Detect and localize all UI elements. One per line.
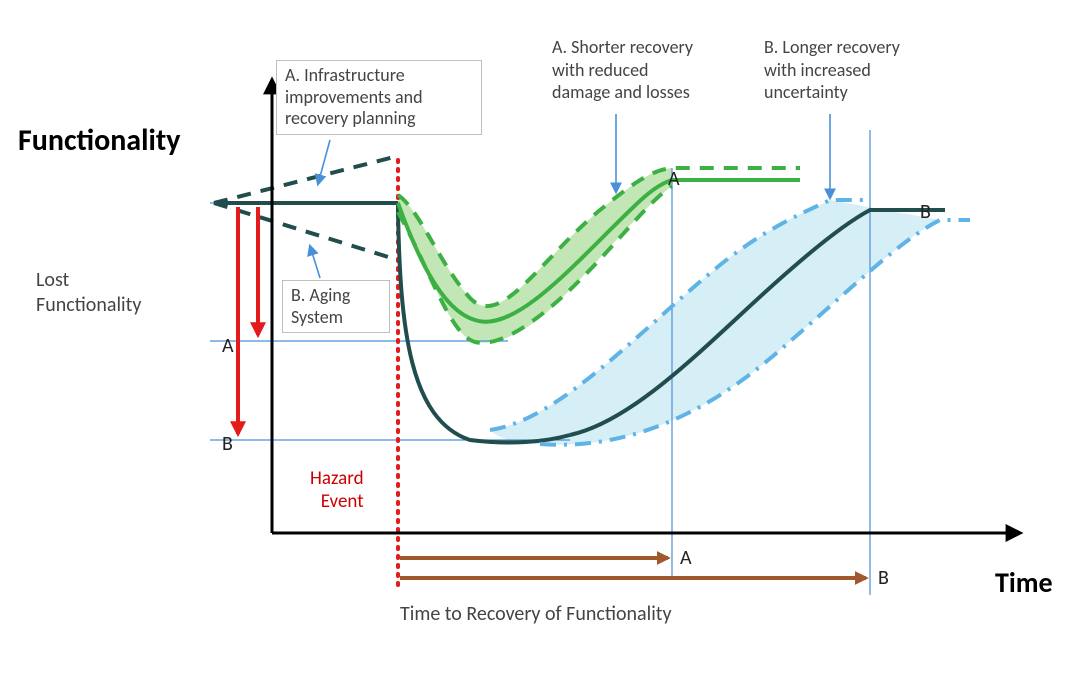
lost-A-marker: A: [222, 334, 234, 358]
time-to-recovery-caption: Time to Recovery of Functionality: [400, 602, 672, 626]
lost-functionality-label: LostFunctionality: [36, 268, 141, 318]
longer-recovery-label: B. Longer recoverywith increaseduncertai…: [764, 36, 900, 104]
curve-B-marker: B: [920, 200, 931, 224]
lost-B-marker: B: [222, 432, 233, 456]
time-A-marker: A: [680, 546, 692, 570]
aging-system-box: B. AgingSystem: [282, 280, 390, 333]
x-axis-title: Time: [995, 565, 1053, 600]
shorter-recovery-label: A. Shorter recoverywith reduceddamage an…: [552, 36, 693, 104]
infra-improvements-box: A. Infrastructureimprovements andrecover…: [276, 60, 482, 135]
resilience-diagram: [0, 0, 1080, 675]
time-B-marker: B: [878, 566, 889, 590]
y-axis-title: Functionality: [18, 122, 180, 159]
hazard-event-label: HazardEvent: [310, 468, 364, 514]
curve-A-marker: A: [668, 167, 680, 191]
